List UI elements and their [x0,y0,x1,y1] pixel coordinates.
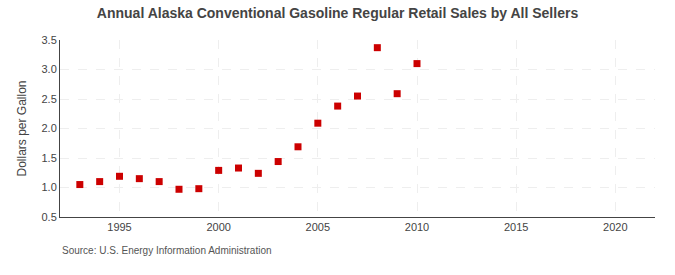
svg-text:1.5: 1.5 [42,152,57,164]
svg-text:2.0: 2.0 [42,122,57,134]
svg-text:2005: 2005 [306,221,330,233]
svg-text:2010: 2010 [405,221,429,233]
svg-text:Dollars per Gallon: Dollars per Gallon [15,80,29,176]
svg-text:3.5: 3.5 [42,34,57,46]
svg-text:2015: 2015 [504,221,528,233]
svg-text:1995: 1995 [107,221,131,233]
svg-text:Source: U.S. Energy Informatio: Source: U.S. Energy Information Administ… [62,245,272,256]
svg-text:Annual Alaska Conventional Gas: Annual Alaska Conventional Gasoline Regu… [97,5,579,21]
svg-text:3.0: 3.0 [42,63,57,75]
svg-text:2.5: 2.5 [42,93,57,105]
svg-text:2020: 2020 [603,221,627,233]
svg-text:1.0: 1.0 [42,181,57,193]
svg-text:0.5: 0.5 [42,211,57,223]
svg-text:2000: 2000 [206,221,230,233]
